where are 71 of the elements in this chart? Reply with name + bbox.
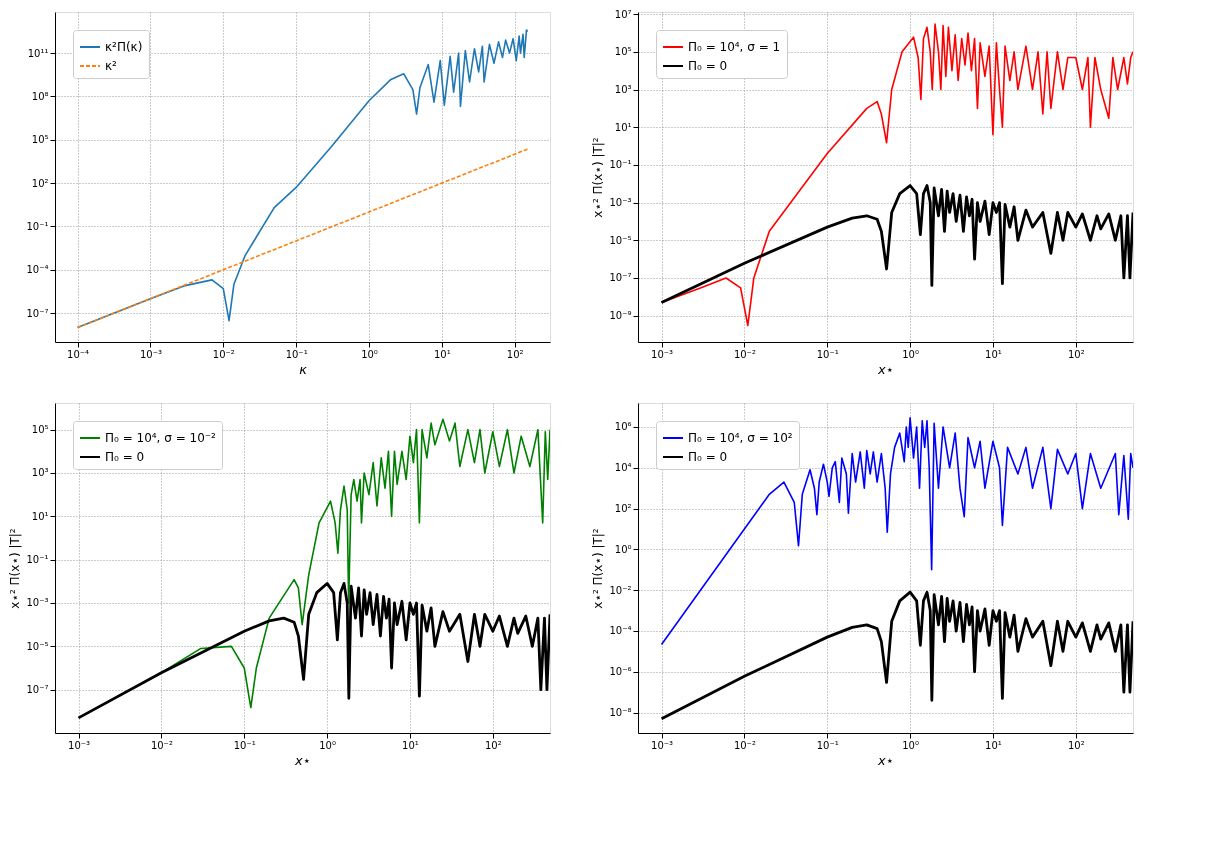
y-axis-title: x⋆² Π(x⋆) |T|²	[591, 137, 606, 218]
y-tick-label: 10⁻⁸	[609, 707, 632, 719]
x-tick-label: 10⁻⁴	[67, 348, 90, 360]
x-tick-label: 10⁻¹	[816, 348, 839, 360]
y-tick-label: 10²	[31, 177, 49, 189]
x-tick-label: 10⁰	[902, 348, 919, 360]
x-tick-label: 10⁰	[902, 739, 919, 751]
y-tick-label: 10⁻⁵	[26, 640, 49, 652]
y-tick-label: 10⁻³	[609, 197, 632, 209]
y-tick-label: 10¹¹	[27, 47, 49, 59]
x-tick-label: 10⁻¹	[816, 739, 839, 751]
y-tick-label: 10⁻⁷	[26, 307, 49, 319]
x-tick-label: 10⁻²	[212, 348, 235, 360]
y-tick-label: 10⁻⁷	[26, 684, 49, 696]
legend-label: Π₀ = 10⁴, σ = 10²	[688, 431, 793, 445]
y-tick-label: 10⁸	[31, 90, 49, 102]
y-tick-label: 10⁵	[614, 46, 632, 58]
x-tick-label: 10¹	[433, 348, 451, 360]
legend-label: κ²	[105, 59, 118, 73]
y-tick-label: 10²	[614, 503, 632, 515]
y-tick-label: 10¹	[614, 121, 632, 133]
x-tick-label: 10⁻¹	[233, 739, 256, 751]
x-axis-title: x⋆	[877, 752, 894, 768]
x-tick-label: 10⁻²	[733, 348, 756, 360]
y-tick-label: 10⁻⁹	[609, 310, 632, 322]
y-tick-label: 10⁻¹	[609, 159, 632, 171]
x-axis-title: x⋆	[877, 361, 894, 377]
y-tick-label: 10⁴	[614, 462, 632, 474]
y-axis-title: x⋆² Π(x⋆) |T|²	[8, 528, 23, 609]
legend-label: Π₀ = 0	[688, 450, 728, 464]
x-tick-label: 10²	[1067, 348, 1085, 360]
legend-label: Π₀ = 10⁴, σ = 1	[688, 40, 781, 54]
x-tick-label: 10⁻²	[733, 739, 756, 751]
x-tick-label: 10¹	[985, 739, 1002, 751]
x-tick-label: 10⁻³	[68, 739, 91, 751]
x-axis-title: κ	[299, 361, 308, 377]
y-tick-label: 10⁻⁶	[609, 666, 632, 678]
x-axis-title: x⋆	[294, 752, 311, 768]
x-tick-label: 10⁻³	[651, 739, 674, 751]
x-tick-label: 10⁻³	[651, 348, 674, 360]
y-tick-label: 10⁻²	[609, 584, 632, 596]
y-tick-label: 10⁻³	[26, 597, 49, 609]
x-tick-label: 10¹	[402, 739, 419, 751]
y-tick-label: 10⁻⁴	[609, 625, 632, 637]
y-tick-label: 10⁷	[614, 8, 632, 20]
x-tick-label: 10²	[484, 739, 502, 751]
y-tick-label: 10⁰	[614, 543, 632, 555]
y-tick-label: 10⁻⁴	[26, 264, 49, 276]
y-tick-label: 10⁵	[31, 424, 49, 436]
y-tick-label: 10¹	[31, 510, 49, 522]
x-tick-label: 10⁻²	[150, 739, 173, 751]
x-tick-label: 10¹	[985, 348, 1002, 360]
legend-label: Π₀ = 0	[688, 59, 728, 73]
y-tick-label: 10⁻⁵	[609, 234, 632, 246]
y-tick-label: 10⁻¹	[26, 220, 49, 232]
y-tick-label: 10⁻¹	[26, 554, 49, 566]
x-tick-label: 10²	[1067, 739, 1085, 751]
x-tick-label: 10⁻³	[139, 348, 162, 360]
x-tick-label: 10⁰	[361, 348, 378, 360]
x-tick-label: 10⁰	[319, 739, 336, 751]
y-tick-label: 10⁵	[31, 134, 49, 146]
y-tick-label: 10⁶	[614, 421, 632, 433]
y-axis-title: x⋆² Π(x⋆) |T|²	[591, 528, 606, 609]
legend-label: Π₀ = 0	[105, 450, 145, 464]
y-tick-label: 10³	[31, 467, 49, 479]
y-tick-label: 10³	[614, 84, 632, 96]
legend-label: Π₀ = 10⁴, σ = 10⁻²	[105, 431, 217, 445]
legend-label: κ²Π(κ)	[105, 40, 143, 54]
y-tick-label: 10⁻⁷	[609, 272, 632, 284]
x-tick-label: 10²	[506, 348, 524, 360]
x-tick-label: 10⁻¹	[285, 348, 308, 360]
